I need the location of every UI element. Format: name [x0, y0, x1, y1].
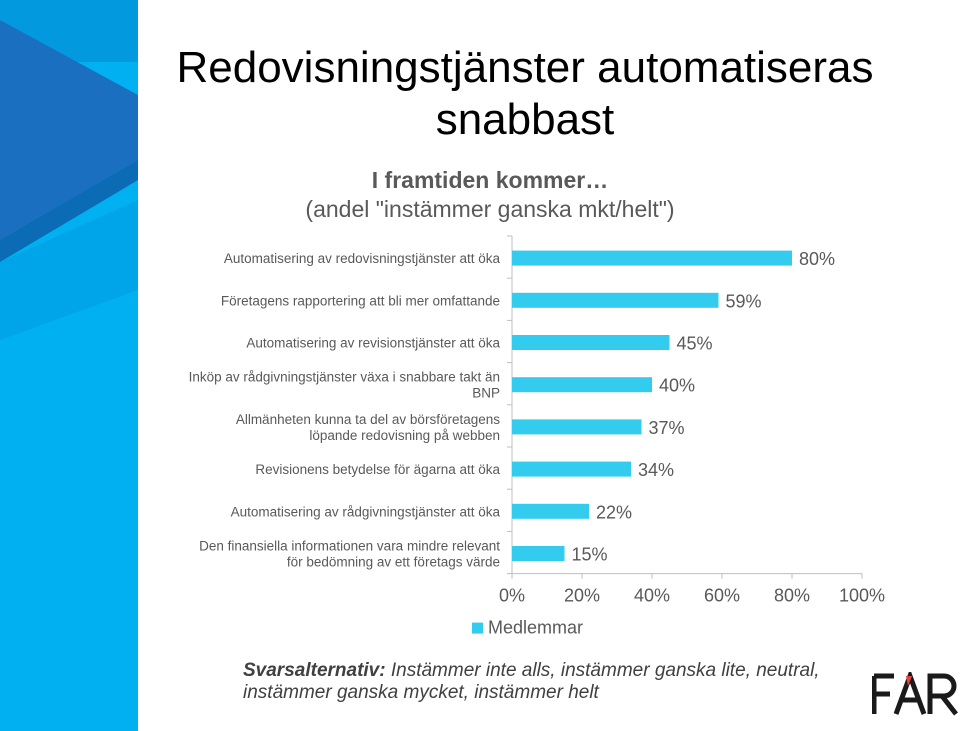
decorative-band — [0, 0, 138, 731]
bar — [512, 461, 631, 477]
bar — [512, 503, 589, 519]
category-label: löpande redovisning på webben — [309, 428, 500, 443]
chart-subtitle: (andel "instämmer ganska mkt/helt") — [305, 196, 675, 222]
bar — [512, 377, 652, 393]
category-label: Inköp av rådgivningstjänster växa i snab… — [189, 370, 500, 385]
chart-subtitle-bold: I framtiden kommer… — [371, 167, 609, 193]
legend-swatch — [472, 622, 483, 634]
data-label: 15% — [572, 545, 608, 565]
category-label: Företagens rapportering att bli mer omfa… — [221, 293, 500, 308]
data-label: 80% — [799, 249, 835, 269]
data-label: 34% — [638, 460, 674, 480]
legend-label: Medlemmar — [488, 618, 583, 638]
category-label: BNP — [472, 386, 500, 401]
x-tick-label: 100% — [839, 586, 885, 606]
bar — [512, 335, 670, 350]
x-tick-label: 40% — [634, 586, 670, 606]
footnote-text: Instämmer inte alls, instämmer ganska li… — [243, 660, 820, 703]
x-tick-label: 0% — [499, 586, 525, 606]
footnote: Svarsalternativ: Instämmer inte alls, in… — [243, 660, 843, 704]
bar — [512, 292, 719, 308]
data-label: 22% — [596, 502, 632, 522]
category-label: Automatisering av rådgivningstjänster at… — [231, 504, 501, 519]
page-title: Redovisningstjänster automatiseras snabb… — [176, 43, 874, 144]
x-tick-label: 60% — [704, 586, 740, 606]
data-label: 45% — [677, 334, 713, 354]
category-label: Allmänheten kunna ta del av börsföretage… — [236, 412, 500, 427]
data-label: 37% — [649, 418, 685, 438]
category-label: för bedömning av ett företags värde — [287, 555, 500, 570]
far-logo — [872, 672, 958, 716]
footnote-label: Svarsalternativ: — [243, 660, 386, 681]
x-tick-label: 80% — [774, 586, 810, 606]
bar — [512, 250, 792, 266]
bar — [512, 546, 565, 561]
data-label: 40% — [659, 376, 695, 396]
bar — [512, 419, 642, 435]
category-label: Automatisering av redovisningstjänster a… — [224, 251, 501, 266]
category-label: Revisionens betydelse för ägarna att öka — [255, 462, 500, 477]
category-label: Automatisering av revisionstjänster att … — [246, 336, 500, 351]
bar-chart: 0% 20% 40% 60% 80% 100% 80% Automatisering av r… — [189, 235, 885, 638]
category-label: Den finansiella informationen vara mindr… — [199, 539, 500, 554]
x-tick-label: 20% — [564, 586, 600, 606]
data-label: 59% — [726, 291, 762, 311]
